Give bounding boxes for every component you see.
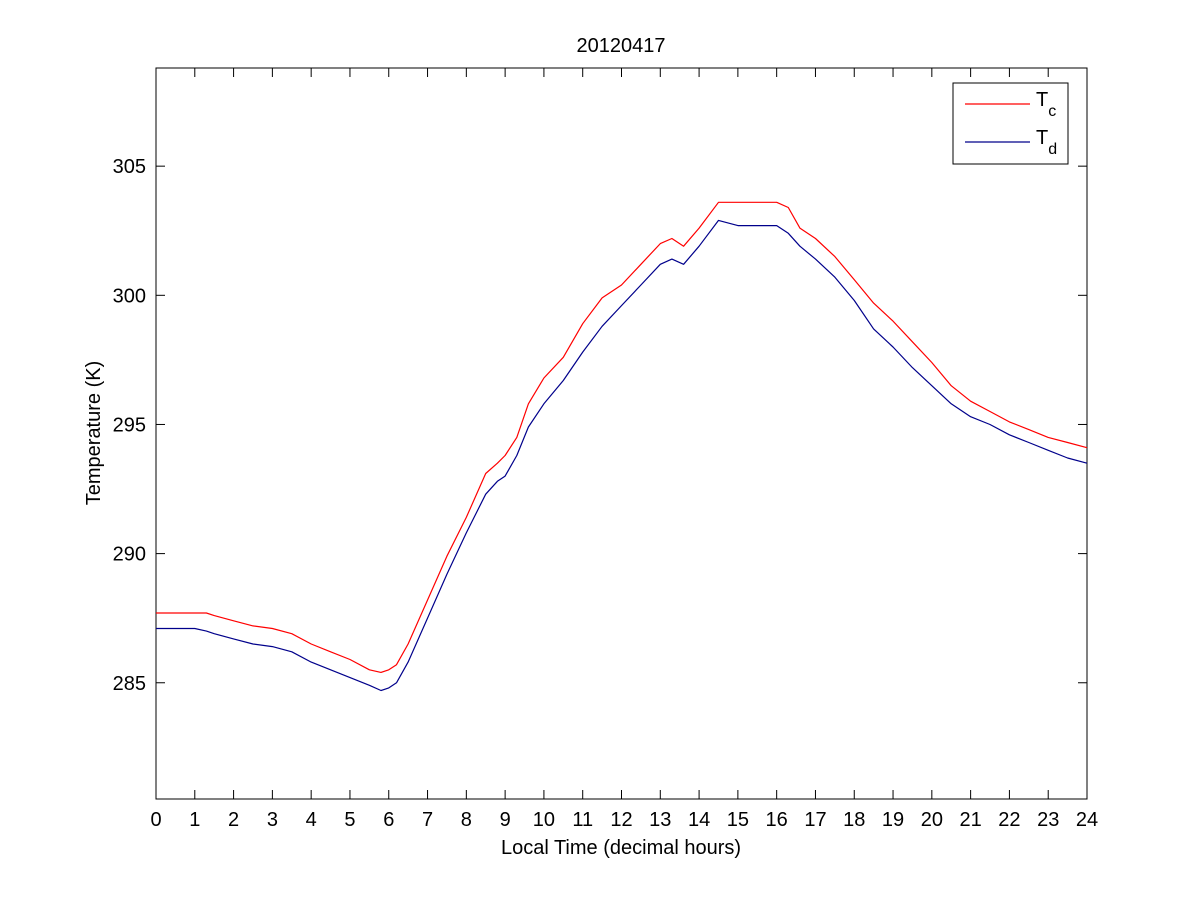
series-line-td (156, 219, 1088, 692)
x-axis-label: Local Time (decimal hours) (501, 837, 741, 859)
x-tick-label: 16 (766, 809, 788, 831)
x-axis: 0 1 2 3 4 5 6 7 8 9 10 11 12 13 14 15 16 17 18 19 20 21 22 23 24 (150, 68, 1098, 831)
x-tick-label: 8 (461, 809, 472, 831)
x-tick-label: 6 (383, 809, 394, 831)
y-axis-label: Temperature (K) (83, 361, 105, 506)
x-tick-label: 1 (189, 809, 200, 831)
plot-area (155, 67, 1088, 800)
x-tick-label: 22 (998, 809, 1020, 831)
x-tick-label: 2 (228, 809, 239, 831)
x-tick-label: 14 (688, 809, 710, 831)
legend-label-main: T (1036, 89, 1048, 111)
x-tick-label: 4 (306, 809, 317, 831)
x-tick-label: 5 (344, 809, 355, 831)
y-tick-label: 305 (113, 156, 146, 178)
x-tick-label: 23 (1037, 809, 1059, 831)
x-tick-label: 11 (572, 809, 593, 831)
series-layer (156, 201, 1088, 692)
legend-label-main: T (1036, 127, 1048, 149)
legend-label-tc: Tc (1036, 89, 1056, 120)
x-tick-label: 12 (610, 809, 632, 831)
series-line-tc (156, 201, 1088, 674)
legend-label-sub: c (1048, 103, 1056, 120)
x-tick-label: 19 (882, 809, 904, 831)
y-tick-label: 285 (113, 673, 146, 695)
x-tick-label: 3 (267, 809, 278, 831)
y-tick-label: 295 (113, 414, 146, 436)
y-axis: 285 290 295 300 305 (113, 156, 1087, 695)
x-tick-label: 20 (921, 809, 943, 831)
chart-title: 20120417 (577, 35, 666, 57)
x-tick-label: 13 (649, 809, 671, 831)
x-tick-label: 10 (533, 809, 555, 831)
x-tick-label: 15 (727, 809, 749, 831)
plot-frame (155, 67, 1088, 800)
y-tick-label: 300 (113, 285, 146, 307)
x-tick-label: 9 (500, 809, 511, 831)
x-tick-label: 18 (843, 809, 865, 831)
x-tick-label: 17 (804, 809, 826, 831)
x-tick-label: 7 (422, 809, 433, 831)
legend-box (952, 82, 1069, 165)
x-tick-label: 21 (960, 809, 982, 831)
x-tick-label: 24 (1076, 809, 1098, 831)
y-tick-label: 290 (113, 544, 146, 566)
legend-label-td: Td (1036, 127, 1057, 158)
x-tick-label: 0 (150, 809, 161, 831)
legend-label-sub: d (1048, 141, 1057, 158)
